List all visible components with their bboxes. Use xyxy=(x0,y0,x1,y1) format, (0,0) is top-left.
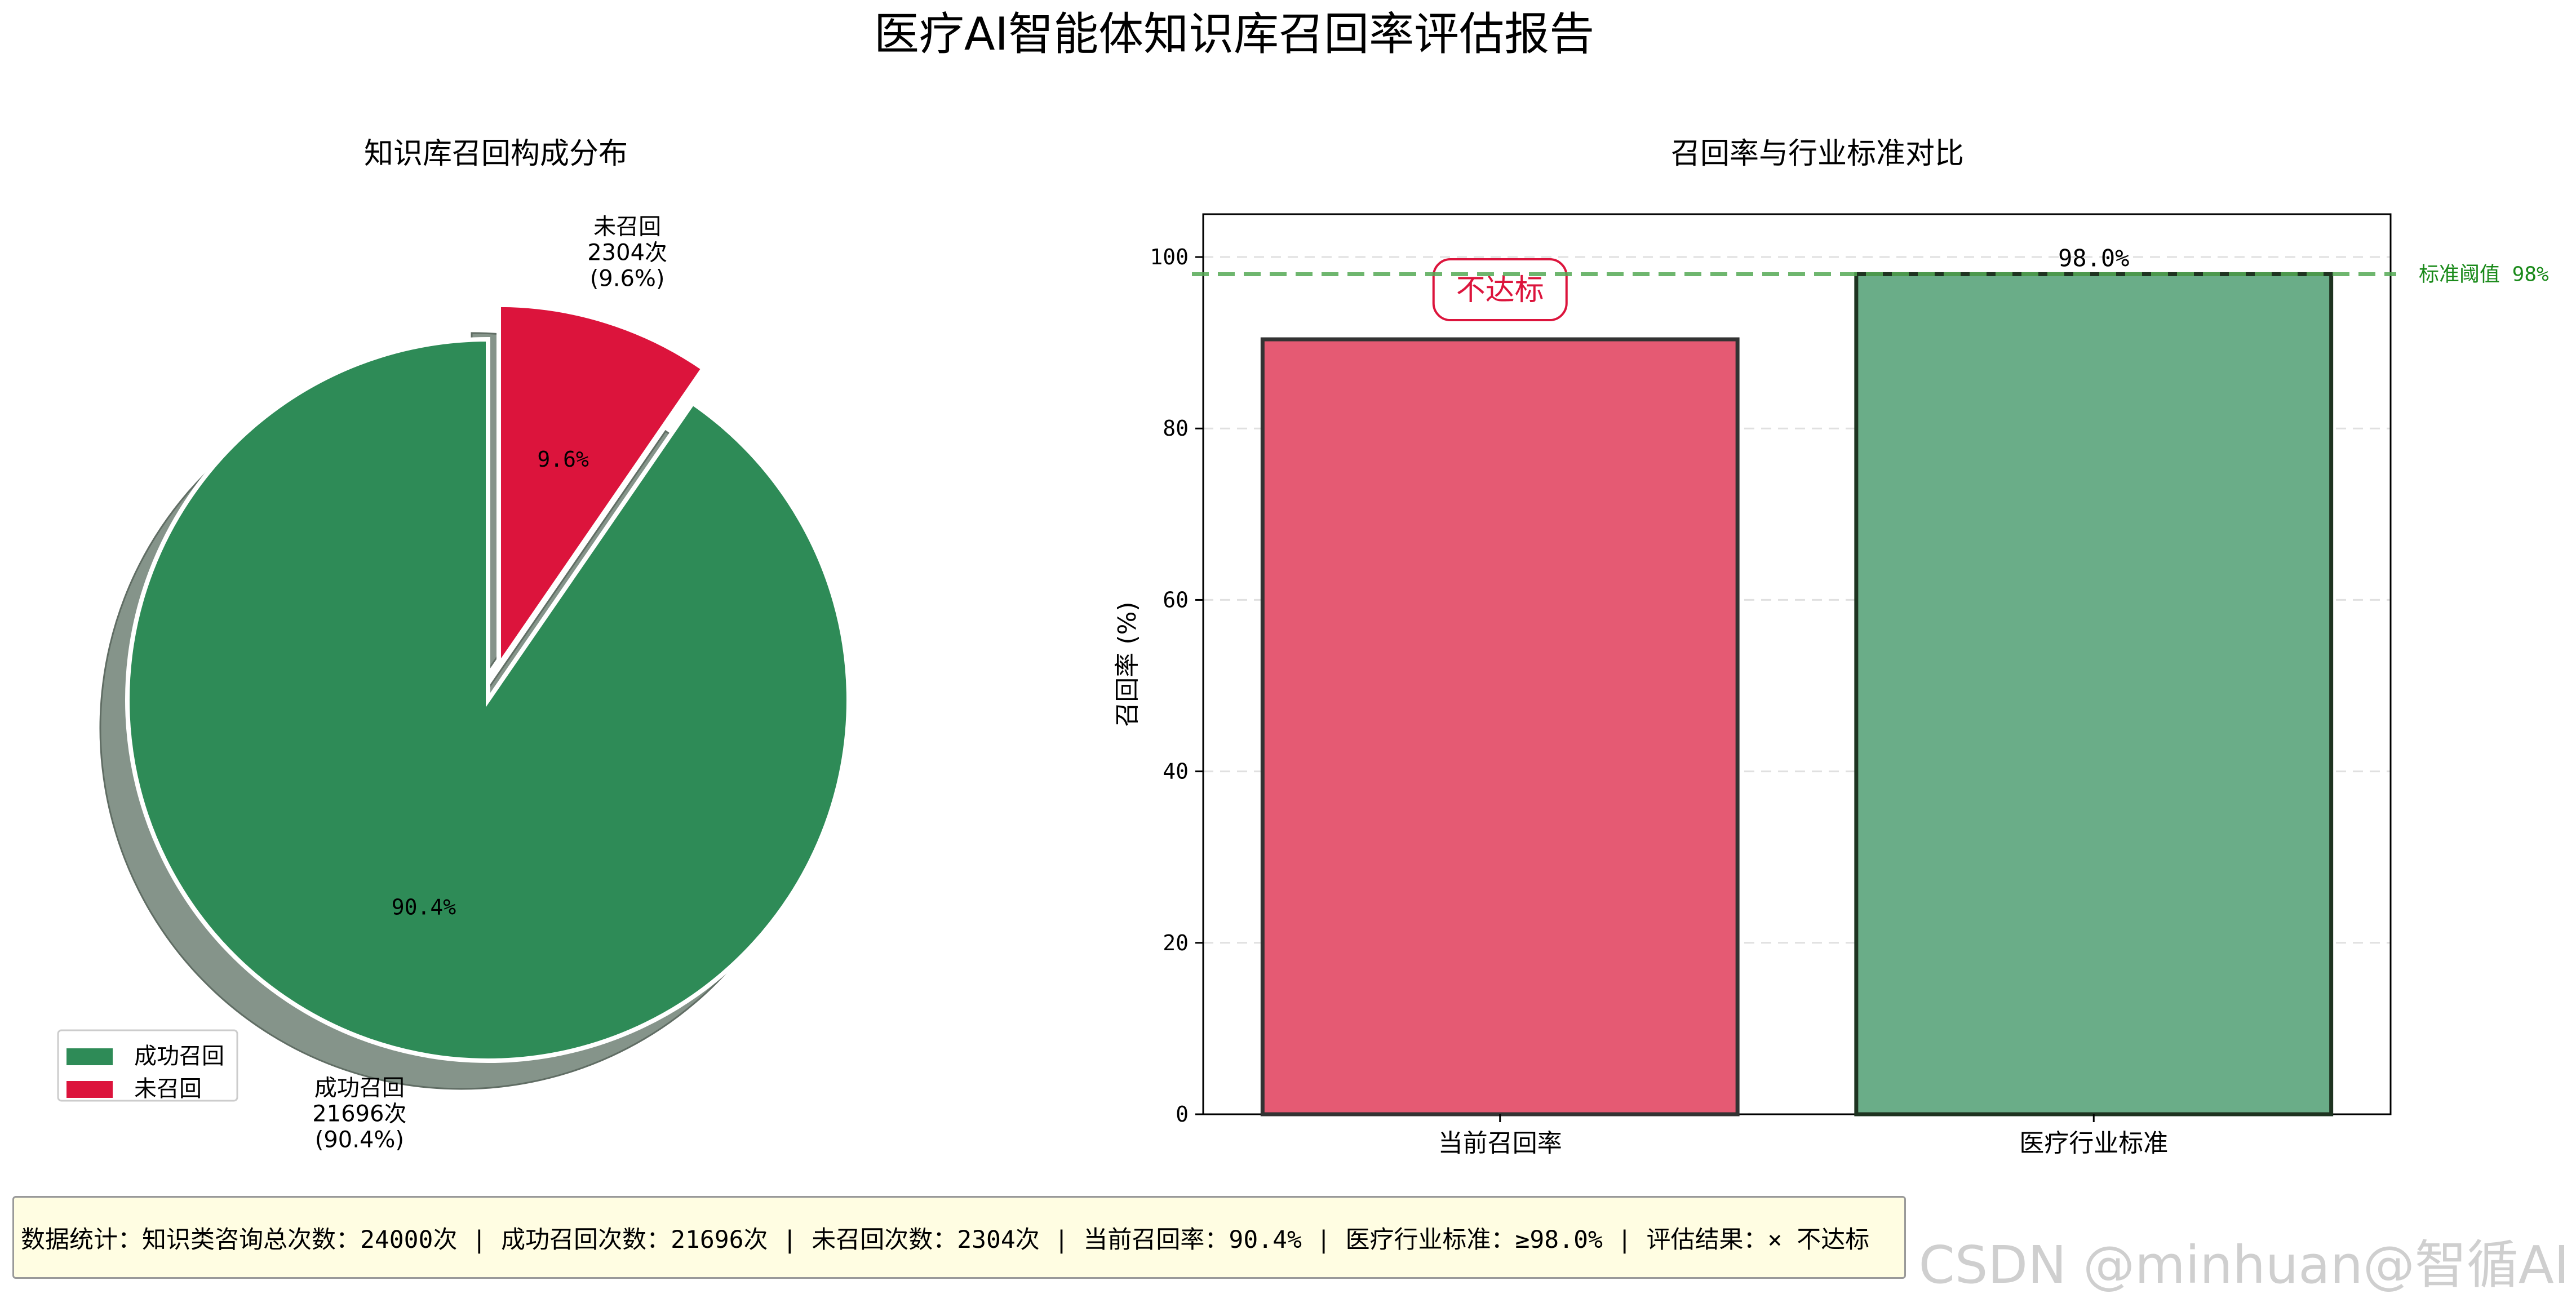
pie-chart: 知识库召回构成分布 90.4%成功召回21696次(90.4%)9.6%未召回2… xyxy=(57,137,851,1153)
pie-outer-label: (90.4%) xyxy=(315,1127,404,1153)
pie-percent-label: 9.6% xyxy=(537,447,589,472)
threshold-label: 标准阈值 98% xyxy=(2419,263,2549,286)
report-title: 医疗AI智能体知识库召回率评估报告 xyxy=(874,8,1594,60)
y-tick-label: 100 xyxy=(1150,245,1189,269)
bar xyxy=(1260,337,1740,1117)
pie-slice xyxy=(125,336,851,1063)
watermark: CSDN @minhuan@智循AI xyxy=(1918,1235,2569,1295)
pie-legend-label: 成功召回 xyxy=(134,1043,224,1069)
bar-chart-title: 召回率与行业标准对比 xyxy=(1671,137,1964,171)
summary-text: 数据统计：知识类咨询总次数：24000次 | 成功召回次数：21696次 | 未… xyxy=(21,1225,1870,1254)
y-tick-label: 0 xyxy=(1176,1102,1189,1127)
pie-percent-label: 90.4% xyxy=(392,895,456,920)
pie-legend-swatch xyxy=(66,1081,113,1098)
pie-outer-label: 2304次 xyxy=(587,240,667,266)
summary-box: 数据统计：知识类咨询总次数：24000次 | 成功召回次数：21696次 | 未… xyxy=(12,1196,1906,1279)
pie-legend-swatch xyxy=(66,1048,113,1065)
pie-outer-label: 未召回 xyxy=(593,214,661,240)
pie-chart-title: 知识库召回构成分布 xyxy=(364,137,628,171)
bar xyxy=(1854,272,2334,1117)
y-tick-label: 60 xyxy=(1163,587,1189,612)
bar-axes-frame xyxy=(1202,213,2392,1115)
y-tick-label: 20 xyxy=(1163,931,1189,955)
fail-badge-text: 不达标 xyxy=(1456,273,1544,307)
pie-outer-label: 21696次 xyxy=(312,1101,406,1127)
y-tick-label: 80 xyxy=(1163,416,1189,441)
y-axis-label: 召回率 (%) xyxy=(1113,601,1142,726)
bar-value-label: 98.0% xyxy=(2058,244,2129,272)
pie-outer-label: 成功召回 xyxy=(314,1075,405,1101)
pie-outer-label: (9.6%) xyxy=(590,266,665,292)
y-tick-label: 40 xyxy=(1163,759,1189,784)
pie-legend-label: 未召回 xyxy=(134,1076,202,1102)
bar-chart: 召回率与行业标准对比 0 20 40 60 80 100 召回率 (%) 当前召回率 不达标医疗… xyxy=(1113,137,2549,1158)
pie-slice xyxy=(496,302,707,673)
x-tick-label: 当前召回率 xyxy=(1438,1129,1562,1158)
x-tick-label: 医疗行业标准 xyxy=(2019,1129,2168,1158)
